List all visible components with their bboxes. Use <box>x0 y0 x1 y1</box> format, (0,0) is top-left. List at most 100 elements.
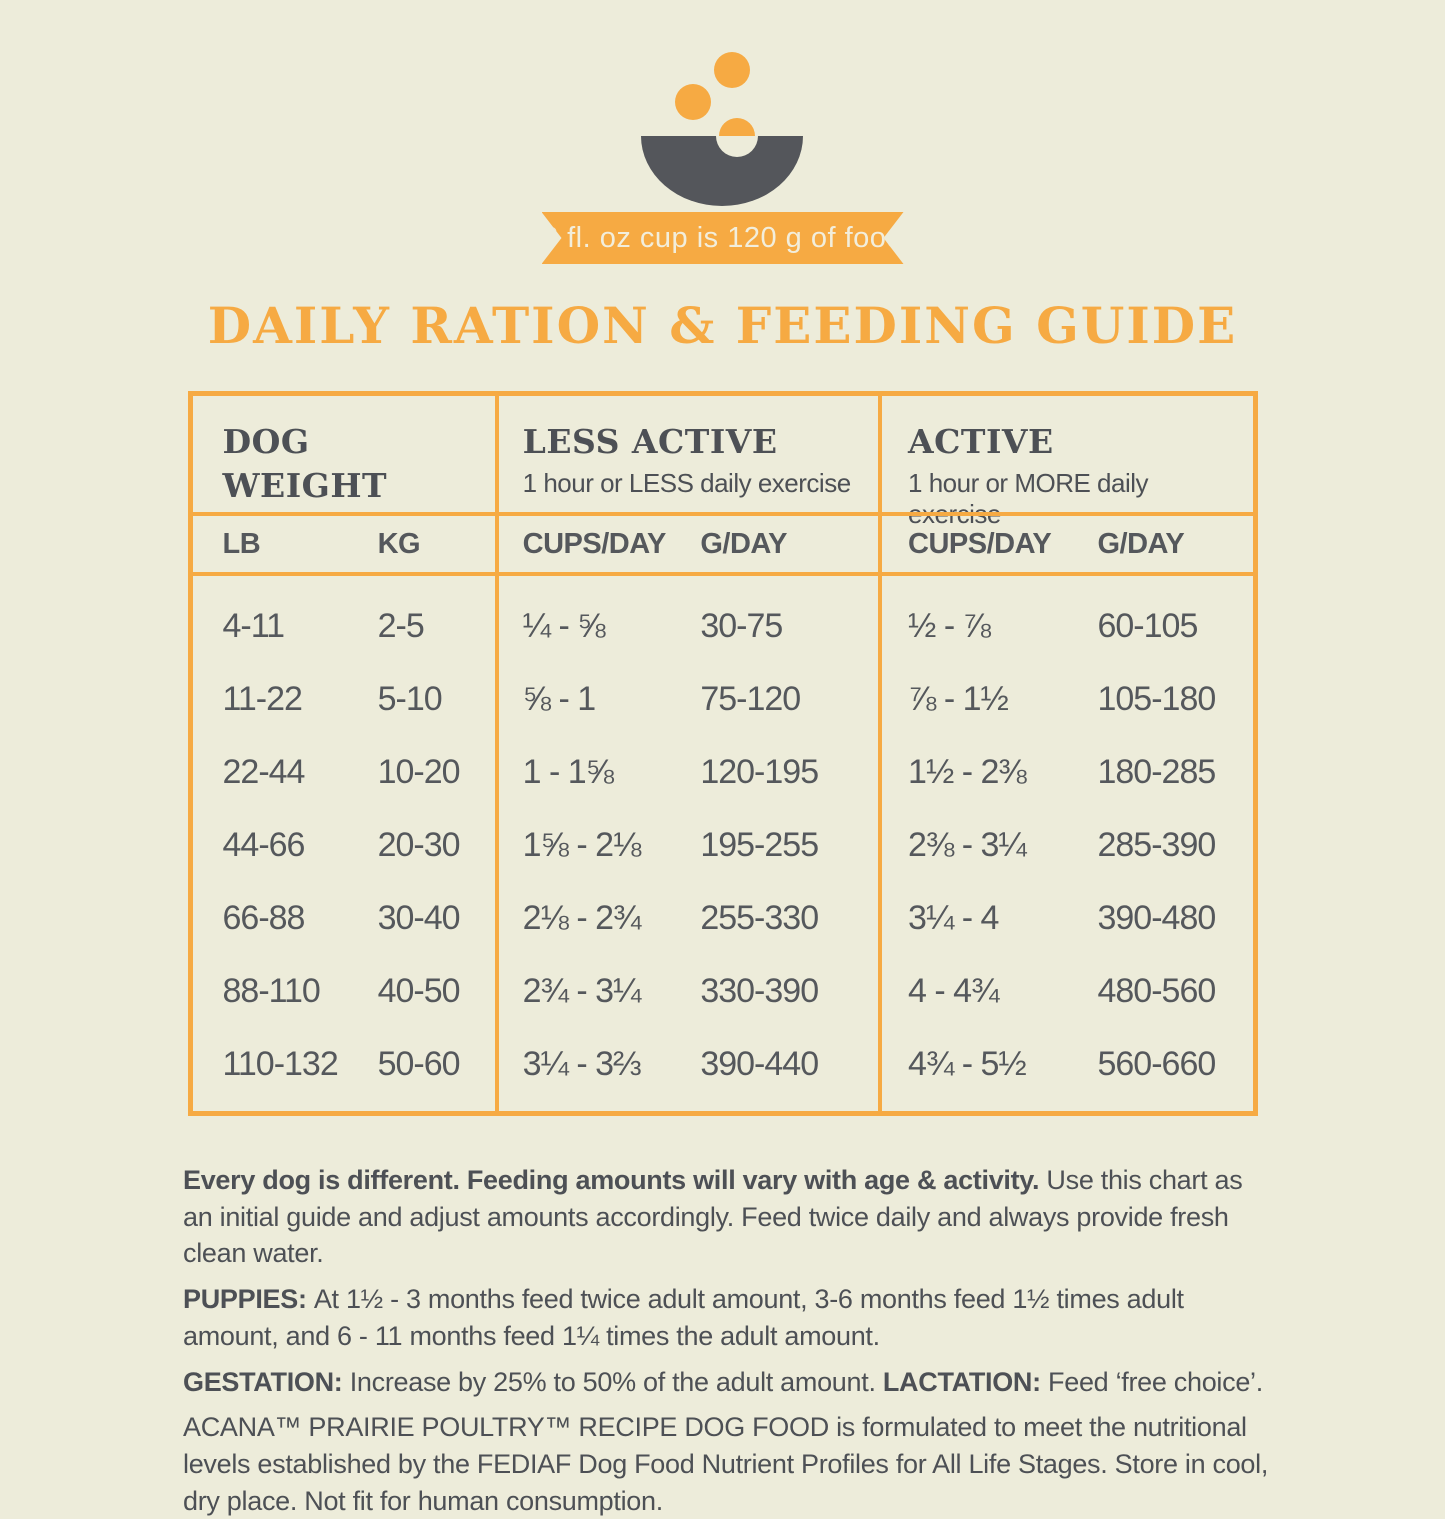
table-row: ⅝ - 1 75-120 <box>499 663 878 736</box>
table-row: 66-88 30-40 <box>193 882 495 955</box>
active-grams-value: 105-180 <box>1097 680 1216 718</box>
cup-equivalence-banner: 8 fl. oz cup is 120 g of food <box>542 212 904 264</box>
kg-value: 50-60 <box>377 1045 461 1083</box>
group-body: ½ - ⅞ 60-105 ⅞ - 1½ 105-180 1½ - 2⅜ 180-… <box>882 576 1252 1111</box>
note-text: Use this chart as an initial guide and a… <box>183 1165 1243 1269</box>
lb-value: 4-11 <box>222 607 286 645</box>
table-row: ⅞ - 1½ 105-180 <box>882 663 1252 736</box>
table-row: ¼ - ⅝ 30-75 <box>499 590 878 663</box>
kibble-piece-rim <box>718 118 755 136</box>
table-group-less-active: LESS ACTIVE 1 hour or LESS daily exercis… <box>494 396 879 1111</box>
less-active-grams-value: 120-195 <box>700 753 819 791</box>
active-cups-value: 4 - 4¾ <box>908 972 999 1010</box>
lb-value: 11-22 <box>222 680 303 718</box>
note-lead: LACTATION: <box>882 1366 1049 1397</box>
column-header-cups: CUPS/DAY <box>522 527 667 560</box>
table-row: 110-132 50-60 <box>193 1028 495 1101</box>
table-row: 1⅝ - 2⅛ 195-255 <box>499 809 878 882</box>
note-text: At 1½ - 3 months feed twice adult amount… <box>183 1284 1184 1351</box>
kibble-piece-top <box>713 52 750 88</box>
note-lead: PUPPIES: <box>183 1284 314 1315</box>
less-active-grams-value: 390-440 <box>700 1045 819 1083</box>
less-active-cups-value: ⅝ - 1 <box>522 680 596 718</box>
note-text: Increase by 25% to 50% of the adult amou… <box>349 1366 883 1397</box>
active-grams-value: 60-105 <box>1097 607 1198 645</box>
less-active-cups-value: 2⅛ - 2¾ <box>522 899 642 937</box>
table-row: ½ - ⅞ 60-105 <box>882 590 1252 663</box>
kg-value: 2-5 <box>377 607 425 645</box>
kg-value: 40-50 <box>377 972 461 1010</box>
less-active-grams-value: 330-390 <box>700 972 819 1010</box>
page-title: DAILY RATION & FEEDING GUIDE <box>207 296 1238 355</box>
table-row: 2¾ - 3¼ 330-390 <box>499 955 878 1028</box>
note-text: Feed ‘free choice’. <box>1048 1366 1263 1397</box>
banner-text: 8 fl. oz cup is 120 g of food <box>541 221 904 254</box>
lb-value: 22-44 <box>222 753 306 791</box>
active-cups-value: ½ - ⅞ <box>908 607 991 645</box>
kg-value: 10-20 <box>377 753 461 791</box>
lb-value: 66-88 <box>222 899 306 937</box>
table-row: 3¼ - 4 390-480 <box>882 882 1252 955</box>
column-header-lb: LB <box>222 527 261 560</box>
group-title: ACTIVE <box>908 422 1054 461</box>
footnotes: Every dog is different. Feeding amounts … <box>183 1162 1275 1519</box>
note-lead: Every dog is different. Feeding amounts … <box>183 1165 1047 1195</box>
table-group-dog-weight: DOG WEIGHT LB KG 4-11 2-5 11-22 5-10 22-… <box>192 396 495 1111</box>
table-row: 2⅛ - 2¾ 255-330 <box>499 882 878 955</box>
column-header-cups: CUPS/DAY <box>908 527 1052 560</box>
kg-value: 5-10 <box>377 680 443 718</box>
lb-value: 44-66 <box>222 826 306 864</box>
column-header-row: CUPS/DAY G/DAY <box>498 512 879 576</box>
note-puppies: PUPPIES: At 1½ - 3 months feed twice adu… <box>183 1281 1275 1354</box>
active-cups-value: 4¾ - 5½ <box>908 1045 1027 1083</box>
less-active-cups-value: ¼ - ⅝ <box>522 607 606 645</box>
group-header: LESS ACTIVE 1 hour or LESS daily exercis… <box>499 396 878 512</box>
kibble-bowl-graphic <box>640 52 803 206</box>
less-active-cups-value: 1⅝ - 2⅛ <box>522 826 642 864</box>
column-header-row: LB KG <box>192 512 495 576</box>
table-row: 4-11 2-5 <box>193 590 495 663</box>
group-title: LESS ACTIVE <box>522 422 778 461</box>
kg-value: 20-30 <box>377 826 461 864</box>
group-body: 4-11 2-5 11-22 5-10 22-44 10-20 44-66 20… <box>193 576 495 1111</box>
less-active-cups-value: 3¼ - 3⅔ <box>522 1045 642 1083</box>
active-grams-value: 390-480 <box>1097 899 1216 937</box>
group-header: DOG WEIGHT <box>193 396 495 512</box>
feeding-table: DOG WEIGHT LB KG 4-11 2-5 11-22 5-10 22-… <box>187 391 1258 1116</box>
active-grams-value: 480-560 <box>1097 972 1216 1010</box>
less-active-grams-value: 75-120 <box>700 680 801 718</box>
group-subtitle: 1 hour or LESS daily exercise <box>522 467 852 498</box>
column-header-kg: KG <box>377 527 421 560</box>
note-text: ACANA™ PRAIRIE POULTRY™ RECIPE DOG FOOD … <box>183 1412 1269 1516</box>
less-active-cups-value: 1 - 1⅝ <box>522 753 614 791</box>
less-active-cups-value: 2¾ - 3¼ <box>522 972 642 1010</box>
less-active-grams-value: 30-75 <box>700 607 783 645</box>
group-header: ACTIVE 1 hour or MORE daily exercise <box>882 396 1252 529</box>
active-cups-value: 1½ - 2⅜ <box>908 753 1027 791</box>
active-grams-value: 285-390 <box>1097 826 1216 864</box>
note-general: Every dog is different. Feeding amounts … <box>183 1162 1275 1272</box>
column-header-grams: G/DAY <box>700 527 788 560</box>
less-active-grams-value: 195-255 <box>700 826 819 864</box>
table-row: 1 - 1⅝ 120-195 <box>499 736 878 809</box>
group-title: DOG WEIGHT <box>222 422 388 505</box>
table-row: 88-110 40-50 <box>193 955 495 1028</box>
table-row: 2⅜ - 3¼ 285-390 <box>882 809 1252 882</box>
lb-value: 88-110 <box>222 972 321 1010</box>
table-row: 11-22 5-10 <box>193 663 495 736</box>
table-group-active: ACTIVE 1 hour or MORE daily exercise CUP… <box>878 396 1253 1111</box>
note-formulation: ACANA™ PRAIRIE POULTRY™ RECIPE DOG FOOD … <box>183 1409 1275 1519</box>
table-row: 4 - 4¾ 480-560 <box>882 955 1252 1028</box>
column-header-row: CUPS/DAY G/DAY <box>882 512 1253 576</box>
feeding-guide-label: 8 fl. oz cup is 120 g of food DAILY RATI… <box>0 28 1445 1516</box>
active-grams-value: 180-285 <box>1097 753 1216 791</box>
active-cups-value: 2⅜ - 3¼ <box>908 826 1027 864</box>
bowl-shape <box>640 136 803 206</box>
lb-value: 110-132 <box>222 1045 339 1083</box>
column-header-grams: G/DAY <box>1097 527 1185 560</box>
active-cups-value: ⅞ - 1½ <box>908 680 1009 718</box>
kibble-piece-left <box>674 84 711 120</box>
active-grams-value: 560-660 <box>1097 1045 1216 1083</box>
table-row: 4¾ - 5½ 560-660 <box>882 1028 1252 1101</box>
note-lead: GESTATION: <box>183 1366 350 1397</box>
